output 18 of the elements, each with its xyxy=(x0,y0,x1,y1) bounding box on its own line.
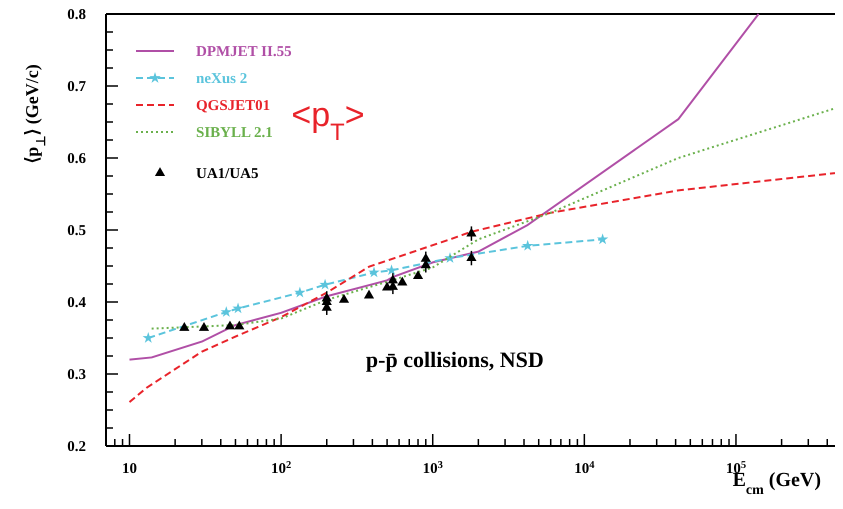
y-tick-label: 0.7 xyxy=(67,79,86,95)
y-tick-label: 0.8 xyxy=(67,7,86,23)
y-tick-label: 0.3 xyxy=(67,367,86,383)
x-tick-label: 10 xyxy=(122,461,137,477)
legend-label: SIBYLL 2.1 xyxy=(196,125,273,141)
x-tick-label: 10$^{4}$ xyxy=(574,460,596,477)
legend-label: UA1/UA5 xyxy=(196,166,258,182)
legend-label: neXus 2 xyxy=(196,71,248,87)
legend-label: DPMJET II.55 xyxy=(196,44,292,60)
x-tick-label: 10$^{3}$ xyxy=(422,460,443,477)
y-tick-label: 0.4 xyxy=(67,295,86,311)
legend-label: QGSJET01 xyxy=(196,98,270,114)
annotation: <p$_{T}$> xyxy=(291,96,365,146)
y-tick-label: 0.6 xyxy=(67,151,86,167)
annotation: p-p̄ collisions, NSD xyxy=(366,346,544,372)
y-tick-label: 0.2 xyxy=(67,439,86,455)
y-tick-label: 0.5 xyxy=(67,223,86,239)
x-tick-label: 10$^{2}$ xyxy=(270,460,292,477)
